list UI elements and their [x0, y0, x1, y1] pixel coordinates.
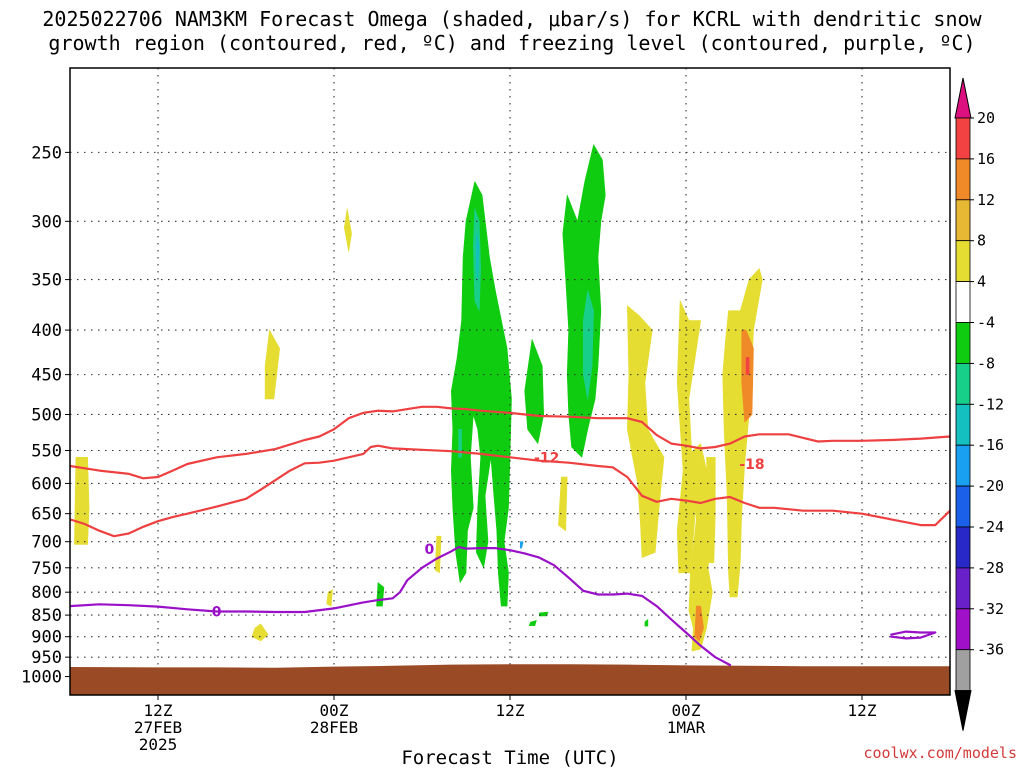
colorbar-label-9: -20	[977, 477, 1004, 495]
colorbar: 20 16 12 8 4 -4 -8 -12 -16 -20 -24 -28 -32 -36	[954, 77, 1004, 731]
chart-title-line-1: 2025022706 NAM3KM Forecast Omega (shaded…	[42, 7, 982, 31]
ytick-label-450: 450	[31, 366, 62, 386]
ytick-label-700: 700	[31, 533, 62, 553]
colorbar-label-12: -32	[977, 600, 1004, 618]
ytick-label-350: 350	[31, 271, 62, 291]
colorbar-label-4: 4	[977, 273, 986, 291]
colorbar-label-0: 20	[977, 109, 995, 127]
xtick-label-6-2: 2025	[139, 735, 178, 754]
xtick-label-6-1: 27FEB	[134, 718, 182, 737]
colorbar-cell-3	[955, 240, 971, 282]
colorbar-cell-9	[955, 485, 971, 528]
colorbar-label-3: 8	[977, 232, 986, 250]
ytick-label-550: 550	[31, 442, 62, 462]
contour-lines	[70, 405, 950, 667]
colorbar-top-arrow	[954, 77, 972, 119]
omega-region-18	[376, 582, 385, 607]
omega-region-6	[558, 476, 568, 532]
xtick-label-42-1: 1MAR	[667, 718, 706, 737]
omega-region-12	[741, 329, 754, 423]
omega-region-10	[722, 268, 763, 598]
omega-region-17	[562, 144, 606, 458]
omega-region-25	[475, 233, 480, 280]
omega-region-23	[582, 289, 594, 400]
colorbar-label-7: -12	[977, 395, 1004, 413]
ytick-label-650: 650	[31, 505, 62, 525]
ground-polygon	[70, 664, 950, 695]
colorbar-cell-2	[955, 199, 971, 242]
colorbar-label-6: -8	[977, 354, 995, 372]
colorbar-cell-1	[955, 158, 971, 201]
ytick-label-900: 900	[31, 628, 62, 648]
ground-fill	[70, 664, 950, 695]
ytick-label-250: 250	[31, 143, 62, 163]
freezing-level-contour-2	[890, 630, 937, 640]
snow-growth-contour-1	[70, 444, 950, 538]
omega-shading	[74, 144, 763, 652]
contour-labels: -12 -18 0 0	[212, 450, 765, 621]
omega-region-11	[706, 456, 716, 564]
xtick-label-6-0: 12Z	[144, 701, 173, 720]
omega-region-3	[251, 623, 269, 642]
credit-text: coolwx.com/models	[863, 744, 1017, 762]
colorbar-label-11: -28	[977, 559, 1004, 577]
freezing-level-contour-0	[70, 545, 732, 667]
omega-region-7	[626, 305, 665, 558]
freezing-level-label-0: 0	[212, 605, 222, 621]
omega-region-26	[519, 541, 524, 549]
ytick-label-600: 600	[31, 474, 62, 494]
colorbar-label-13: -36	[977, 641, 1004, 659]
colorbar-label-1: 16	[977, 150, 995, 168]
colorbar-label-2: 12	[977, 191, 995, 209]
xtick-label-18-0: 00Z	[320, 701, 349, 720]
xtick-label-54-0: 12Z	[848, 701, 877, 720]
omega-region-1	[343, 208, 352, 252]
colorbar-cell-6	[955, 362, 971, 405]
y-axis-ticks: 2503003504004505005506006507007508008509…	[21, 143, 70, 688]
colorbar-cell-0	[955, 117, 971, 160]
x-axis-title: Forecast Time (UTC)	[401, 747, 618, 768]
ytick-label-500: 500	[31, 405, 62, 425]
ytick-label-400: 400	[31, 321, 62, 341]
snow-growth-label-0: -12	[534, 450, 559, 466]
colorbar-cell-7	[955, 403, 971, 446]
snow-growth-contour-0	[70, 405, 950, 480]
ytick-label-1000: 1000	[21, 668, 62, 688]
omega-region-2	[264, 329, 281, 400]
omega-region-0	[74, 456, 90, 545]
xtick-label-18-1: 28FEB	[310, 718, 358, 737]
omega-region-21	[644, 619, 649, 627]
colorbar-cell-12	[955, 608, 971, 651]
colorbar-label-8: -16	[977, 436, 1004, 454]
chart-title-line-2: growth region (contoured, red, ºC) and f…	[48, 31, 975, 55]
colorbar-cell-13	[955, 649, 971, 692]
xtick-label-42-0: 00Z	[672, 701, 701, 720]
colorbar-cell-11	[955, 567, 971, 610]
omega-region-20	[528, 620, 537, 626]
colorbar-cell-10	[955, 526, 971, 569]
ytick-label-800: 800	[31, 583, 62, 603]
omega-region-24	[458, 428, 462, 458]
colorbar-bottom-arrow	[954, 690, 972, 731]
omega-region-4	[326, 589, 333, 607]
colorbar-cell-8	[955, 444, 971, 487]
ytick-label-750: 750	[31, 559, 62, 579]
snow-growth-label-1: -18	[739, 457, 764, 473]
omega-region-15	[450, 181, 512, 607]
omega-region-8	[676, 300, 702, 574]
omega-region-14	[745, 357, 750, 375]
ytick-label-950: 950	[31, 648, 62, 668]
colorbar-label-10: -24	[977, 518, 1004, 536]
ytick-label-300: 300	[31, 212, 62, 232]
omega-region-16	[524, 339, 545, 444]
ytick-label-850: 850	[31, 606, 62, 626]
colorbar-label-5: -4	[977, 314, 995, 332]
colorbar-cell-5	[955, 322, 971, 364]
freezing-level-label-1: 0	[424, 542, 434, 558]
xtick-label-30-0: 12Z	[496, 701, 525, 720]
colorbar-cell-4	[955, 281, 971, 323]
